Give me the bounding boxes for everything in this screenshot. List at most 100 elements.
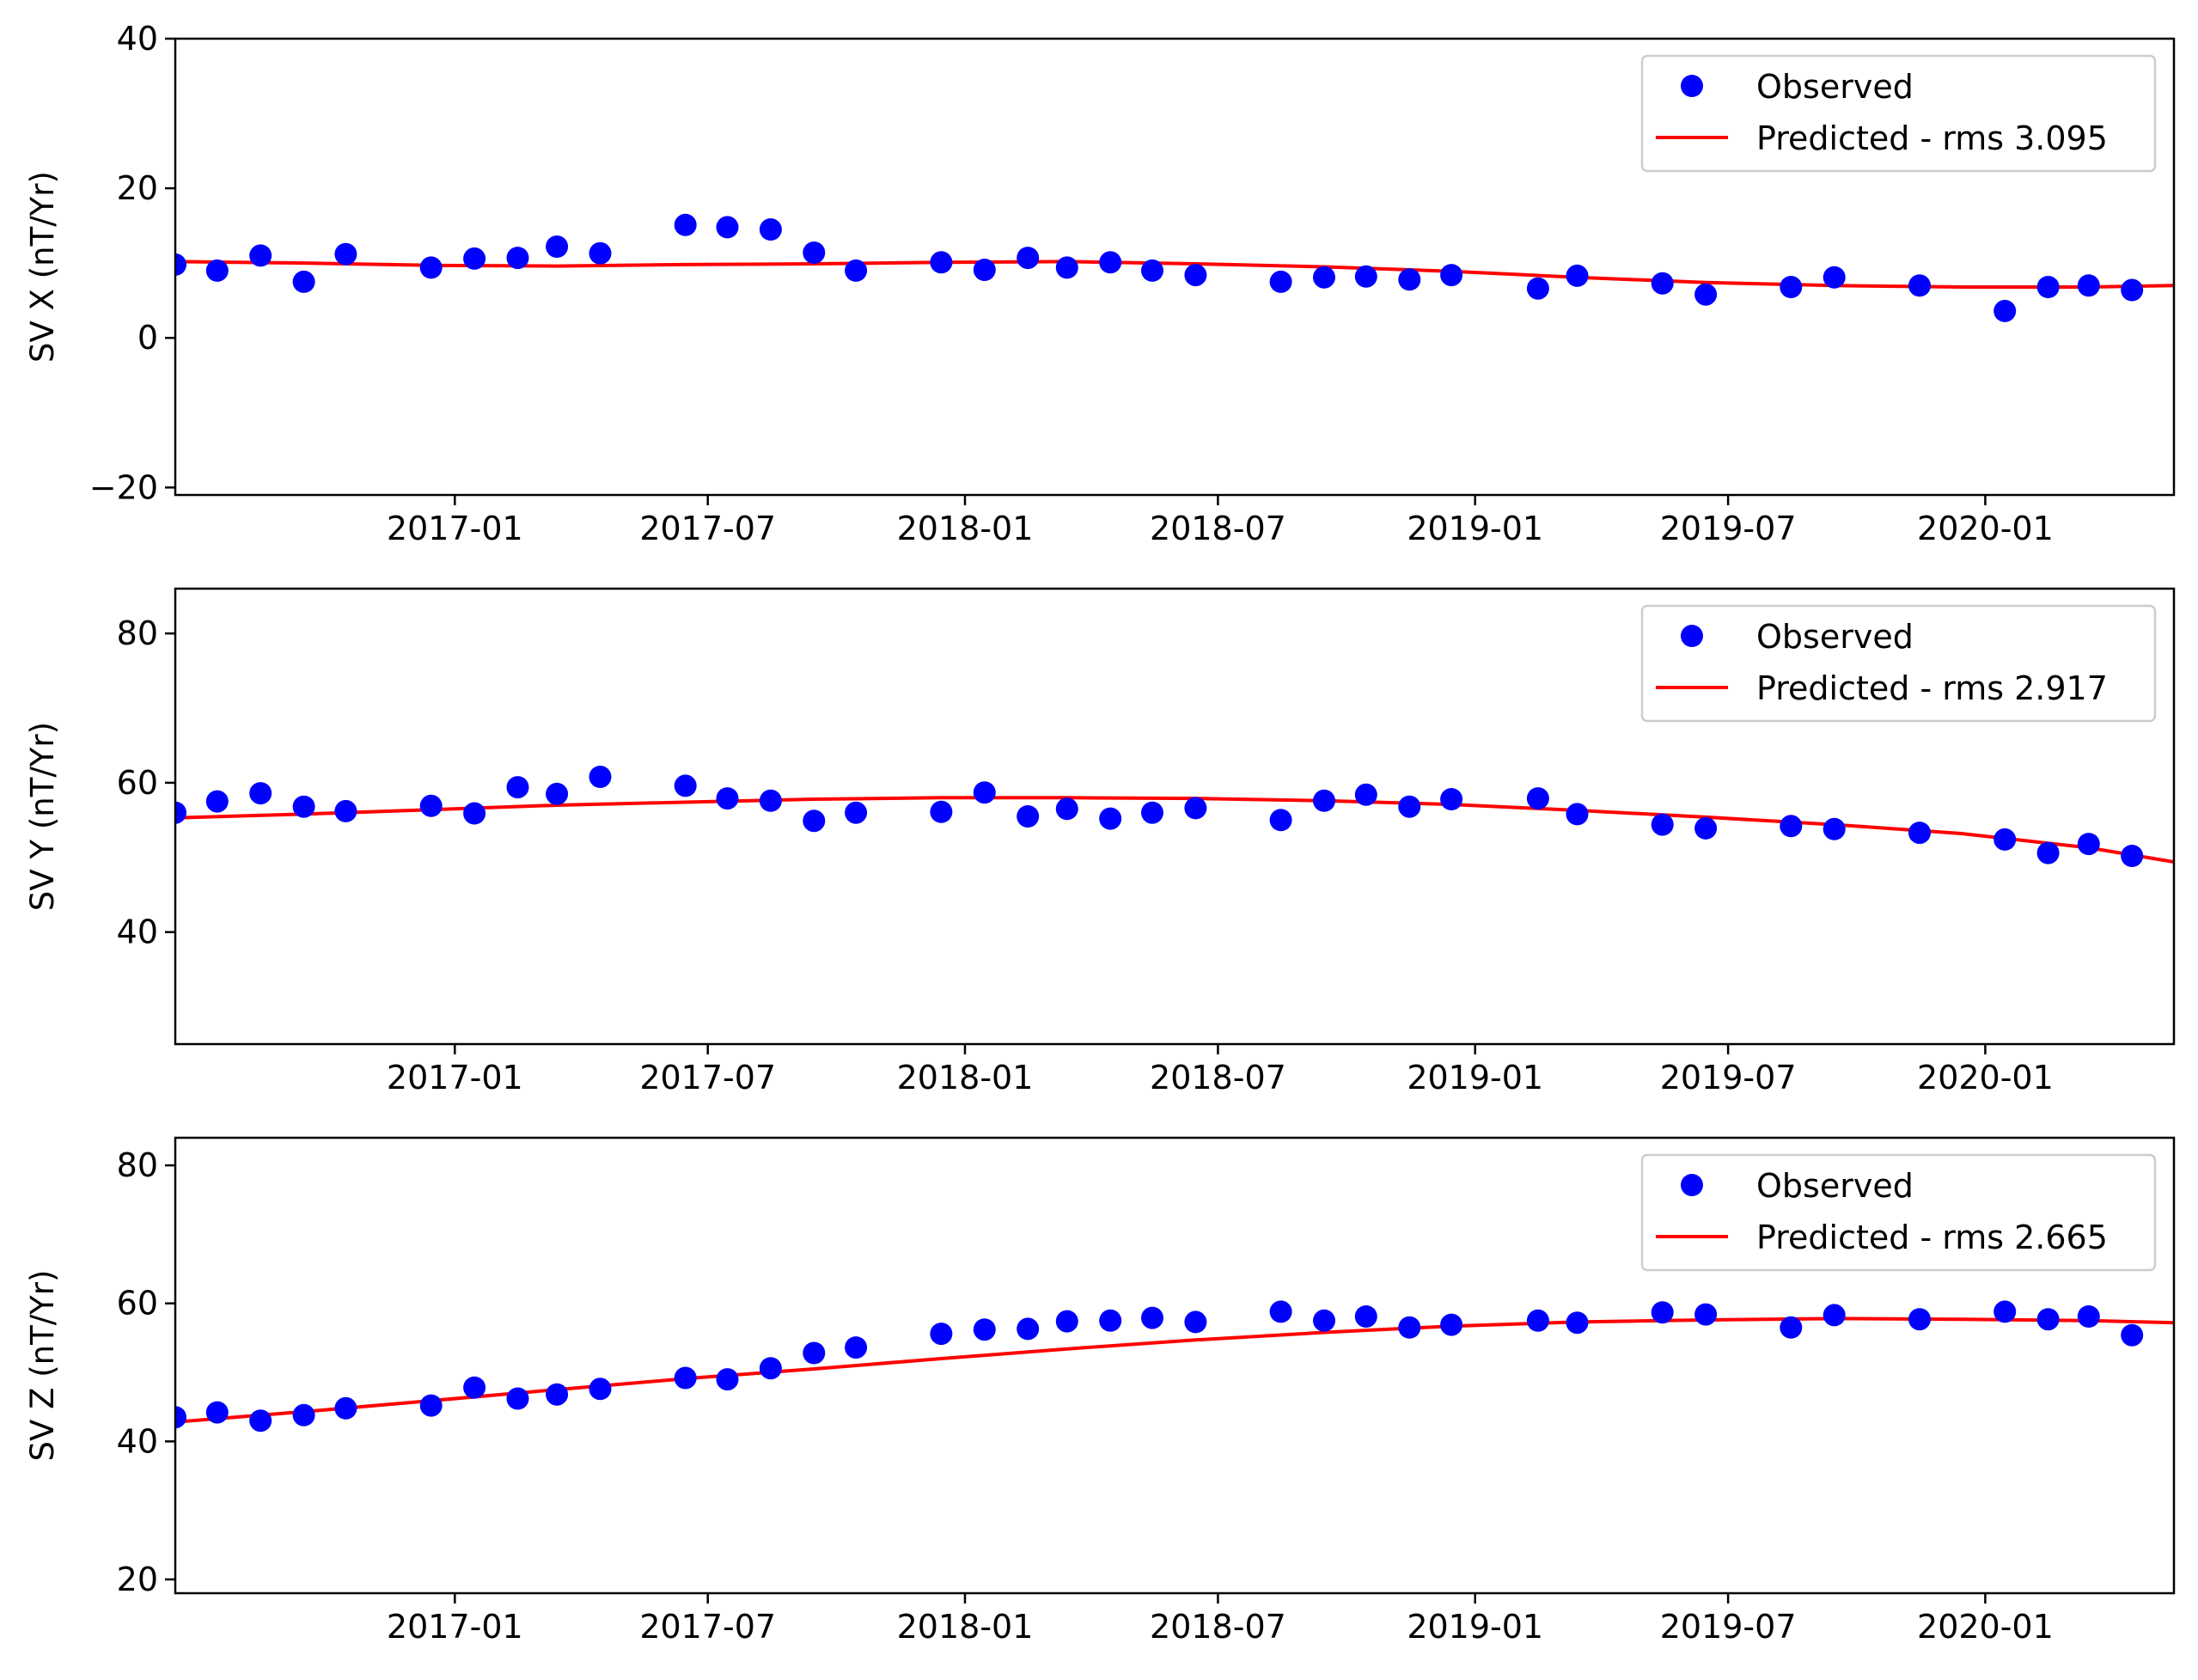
observed-point bbox=[205, 1401, 229, 1424]
observed-point bbox=[1651, 272, 1674, 295]
observed-point bbox=[175, 801, 186, 824]
observed-point bbox=[1780, 815, 1803, 838]
x-tick-label: 2020-01 bbox=[1917, 1059, 2054, 1097]
observed-point bbox=[546, 1383, 569, 1406]
x-tick-label: 2018-07 bbox=[1150, 1059, 1286, 1097]
observed-point bbox=[674, 213, 697, 236]
x-tick-label: 2019-07 bbox=[1660, 510, 1797, 547]
observed-point bbox=[1099, 807, 1122, 830]
x-tick-label: 2017-01 bbox=[387, 1608, 523, 1646]
observed-point bbox=[1566, 803, 1589, 826]
observed-point bbox=[1823, 1304, 1846, 1327]
observed-point bbox=[589, 241, 612, 265]
observed-point bbox=[1566, 264, 1589, 287]
legend: Observed Predicted - rms 3.095 bbox=[1640, 54, 2157, 173]
observed-point bbox=[803, 809, 826, 833]
observed-point bbox=[1354, 1305, 1377, 1328]
observed-point bbox=[1313, 266, 1335, 289]
y-tick-label: 80 bbox=[117, 1146, 158, 1184]
observed-point bbox=[1651, 813, 1674, 836]
observed-point bbox=[334, 799, 357, 822]
observed-point bbox=[334, 1396, 357, 1420]
legend-observed-label: Observed bbox=[1756, 1167, 1914, 1205]
observed-point bbox=[175, 1406, 186, 1429]
x-tick-label: 2018-07 bbox=[1150, 1608, 1286, 1646]
observed-point bbox=[419, 1394, 443, 1417]
observed-point bbox=[249, 244, 272, 267]
observed-point bbox=[1055, 1310, 1078, 1333]
observed-point bbox=[674, 774, 697, 797]
x-tick-label: 2019-01 bbox=[1407, 510, 1543, 547]
legend-observed-label: Observed bbox=[1756, 618, 1914, 656]
observed-point bbox=[1908, 1308, 1931, 1331]
observed-point bbox=[973, 1318, 996, 1341]
observed-point bbox=[1313, 1309, 1335, 1332]
observed-point bbox=[205, 790, 229, 813]
axes-frame bbox=[174, 37, 2176, 497]
observed-point bbox=[2036, 276, 2060, 298]
observed-point bbox=[1017, 247, 1040, 270]
observed-point bbox=[1354, 783, 1377, 806]
x-tick-label: 2017-01 bbox=[387, 510, 523, 547]
observed-point bbox=[1908, 274, 1931, 297]
legend-predicted-label: Predicted - rms 3.095 bbox=[1756, 119, 2108, 157]
observed-point bbox=[1313, 789, 1335, 812]
observed-point bbox=[1017, 805, 1040, 828]
observed-point bbox=[1993, 299, 2017, 322]
observed-point bbox=[2036, 841, 2060, 864]
x-tick-label: 2019-07 bbox=[1660, 1059, 1797, 1097]
legend: Observed Predicted - rms 2.917 bbox=[1640, 604, 2157, 723]
x-tick-label: 2018-01 bbox=[897, 1059, 1034, 1097]
observed-point bbox=[292, 795, 315, 818]
legend-predicted-label: Predicted - rms 2.665 bbox=[1756, 1219, 2108, 1256]
legend-observed-marker bbox=[1681, 625, 1703, 647]
x-tick-label: 2020-01 bbox=[1917, 510, 2054, 547]
observed-point bbox=[2121, 845, 2144, 867]
observed-point bbox=[1398, 795, 1421, 818]
observed-point bbox=[803, 1341, 826, 1365]
plot-area bbox=[175, 766, 2174, 867]
observed-point bbox=[1780, 1316, 1803, 1339]
y-axis-label: SV Y (nT/Yr) bbox=[24, 722, 61, 911]
y-tick-label: 40 bbox=[117, 913, 158, 951]
y-tick-label: 80 bbox=[117, 614, 158, 652]
observed-point bbox=[845, 259, 868, 282]
observed-point bbox=[803, 241, 826, 264]
x-tick-label: 2019-07 bbox=[1660, 1608, 1797, 1646]
observed-point bbox=[1398, 1316, 1421, 1339]
observed-point bbox=[463, 247, 486, 270]
legend-box bbox=[1640, 604, 2157, 723]
observed-point bbox=[205, 259, 229, 282]
observed-point bbox=[1440, 264, 1463, 287]
observed-point bbox=[1099, 1309, 1122, 1332]
observed-point bbox=[1440, 1313, 1463, 1336]
observed-point bbox=[1440, 788, 1463, 810]
observed-point bbox=[1694, 283, 1718, 306]
legend-box bbox=[1640, 1153, 2157, 1272]
observed-point bbox=[759, 1357, 782, 1380]
axes-frame bbox=[174, 1136, 2176, 1595]
observed-point bbox=[589, 1378, 612, 1401]
observed-point bbox=[716, 216, 739, 239]
observed-point bbox=[419, 256, 443, 279]
observed-point bbox=[1269, 809, 1292, 832]
observed-point bbox=[2077, 833, 2100, 856]
observed-point bbox=[334, 242, 357, 266]
observed-point bbox=[249, 1409, 272, 1433]
y-tick-label: 0 bbox=[137, 319, 158, 357]
chart-panel-3: 20 40 60 80 2017-01 2017-07 2018-01 2018-07 2019… bbox=[24, 1136, 2176, 1646]
observed-point bbox=[175, 253, 186, 276]
y-tick-label: 20 bbox=[117, 1561, 158, 1598]
observed-point bbox=[1184, 797, 1207, 820]
observed-point bbox=[1398, 268, 1421, 291]
observed-point bbox=[463, 1376, 486, 1399]
observed-point bbox=[1055, 797, 1078, 821]
observed-point bbox=[1780, 276, 1803, 298]
panels: −20 0 20 40 2017-01 2017-07 2018-01 2018-07 2019… bbox=[24, 20, 2176, 1646]
observed-point bbox=[716, 787, 739, 810]
observed-point bbox=[546, 782, 569, 805]
observed-point bbox=[2036, 1308, 2060, 1331]
y-tick-label: 60 bbox=[117, 1285, 158, 1323]
observed-point bbox=[1993, 828, 2017, 851]
